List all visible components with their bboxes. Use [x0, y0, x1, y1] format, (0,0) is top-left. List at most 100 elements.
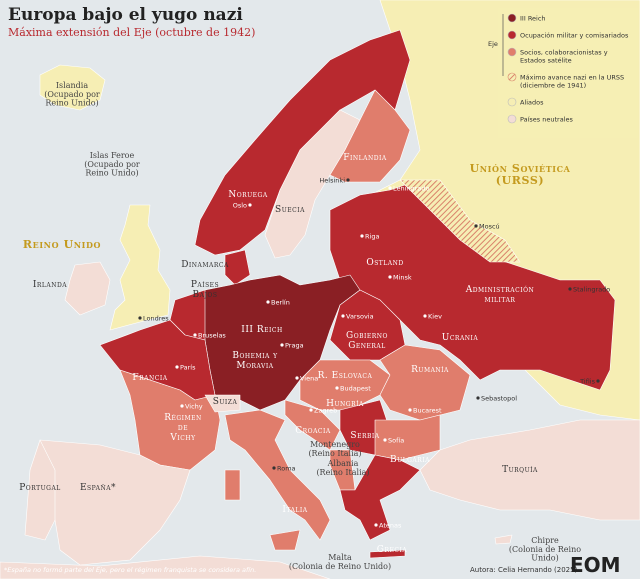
author: Autora: Celia Hernando (2025) [470, 566, 578, 574]
region-label: Administración militar [465, 285, 535, 305]
region-label-line: Serbia [350, 431, 379, 441]
region-label: España* [80, 483, 116, 493]
legend-label: Ocupación militar y comisariados [520, 31, 629, 39]
city-dot [383, 438, 387, 442]
city-dot [309, 408, 313, 412]
region-label-line: Suiza [213, 397, 238, 407]
region-label-line: Rumanía [411, 365, 449, 375]
region-label-line: Hungría [326, 399, 364, 409]
city-label: Helsinki [319, 176, 345, 184]
region-label-line: (Colonia de Reino Unido) [289, 562, 391, 571]
region-label-line: Noruega [228, 190, 268, 200]
city-label: Moscú [479, 222, 500, 230]
region-label: Gobierno General [346, 331, 388, 351]
legend-label: Aliados [520, 98, 544, 106]
city-label: Vichy [185, 402, 203, 410]
subtitle: Máxima extensión del Eje (octubre de 194… [8, 26, 255, 39]
city-dot [193, 333, 197, 337]
region-label-line: Irlanda [33, 280, 67, 290]
region-label-line: (Colonia de Reino [509, 545, 581, 554]
region-label: Malta (Colonia de Reino Unido) [289, 553, 391, 571]
region-label-line: Montenegro [310, 440, 360, 449]
region-label: Finlandia [343, 153, 387, 163]
legend-swatch [507, 30, 517, 40]
region-label-line: Dinamarca [181, 260, 229, 270]
city-dot [346, 178, 350, 182]
region-label: Portugal [19, 483, 61, 493]
region-label: Dinamarca [181, 260, 229, 270]
region-label-line: (Ocupado por [84, 160, 140, 169]
region-label: Italia [282, 505, 307, 515]
legend-label: Máximo avance nazi en la URSS [520, 73, 624, 81]
city-dot [568, 287, 572, 291]
norway [194, 29, 411, 256]
city-dot [474, 224, 478, 228]
region-label: Grecia [377, 545, 408, 555]
city-label: Sofía [388, 436, 404, 444]
region-label: Montenegro (Reino Italia) [308, 440, 361, 458]
region-label-line: Malta [328, 553, 352, 562]
legend-label: (diciembre de 1941) [520, 81, 586, 89]
region-label: Albania (Reino Italia) [316, 459, 369, 477]
city-dot [423, 314, 427, 318]
region-label-line: Unido) [531, 554, 559, 563]
region-label-line: Gobierno [346, 331, 388, 341]
region-label: Noruega [228, 190, 268, 200]
legend-swatch [507, 72, 517, 82]
advance-zone [399, 179, 521, 263]
region-label-line: Ucrania [442, 333, 479, 343]
city-dot [476, 396, 480, 400]
legend-label: III Reich [520, 14, 546, 22]
region-label: Régimen de Vichy [164, 413, 202, 443]
legend-label: Estados satélite [520, 56, 572, 64]
region-label-line: Islandia [56, 81, 88, 90]
city-label: Oslo [233, 201, 247, 209]
legend-label: Socios, colaboracionistas y [520, 48, 608, 56]
legend-swatch [507, 13, 517, 23]
city-dot [280, 343, 284, 347]
region-label-line: Vichy [169, 433, 196, 443]
region-label: Islas Feroe (Ocupado por Reino Unido) [84, 151, 140, 178]
labels: Islandia (Ocupado por Reino Unido) Islas Fe… [19, 81, 610, 571]
city-dots [138, 178, 600, 527]
city-dot [180, 404, 184, 408]
region-label-line: Portugal [19, 483, 61, 493]
region-label-line: Islas Feroe [90, 151, 135, 160]
bulgaria [374, 414, 441, 461]
city-dot [341, 314, 345, 318]
region-label: Reino Unido [23, 238, 101, 251]
logo: EOM [570, 553, 621, 577]
region-label: Islandia (Ocupado por Reino Unido) [44, 81, 100, 108]
turkey [419, 419, 640, 521]
switzerland [204, 394, 241, 413]
city-label: Praga [285, 341, 304, 349]
region-label-line: Albania [327, 459, 359, 468]
city-label: Zagreb [314, 406, 337, 414]
region-label-line: R. Eslovaca [318, 371, 373, 381]
legend: III Reich Ocupación militar y comisariado… [507, 13, 629, 123]
city-dot [388, 275, 392, 279]
legend-label: Países neutrales [520, 115, 574, 123]
city-label: Varsovia [346, 312, 374, 320]
region-label-line: Chipre [531, 536, 559, 545]
region-label-line: Francia [132, 373, 167, 383]
crete [369, 549, 406, 559]
city-label: Sebastopol [481, 394, 517, 402]
region-label: Croacia [295, 426, 331, 436]
city-label: Bruselas [198, 331, 226, 339]
region-label: Hungría [326, 399, 364, 409]
vichy [119, 369, 221, 471]
city-dot [175, 365, 179, 369]
legend-swatch [507, 47, 517, 57]
legend-swatch [507, 97, 517, 107]
city-dot [138, 316, 142, 320]
region-label-line: Grecia [377, 545, 408, 555]
region-label: Francia [132, 373, 167, 383]
ireland [64, 261, 111, 316]
region-label: Serbia [350, 431, 379, 441]
region-label: Ostland [366, 258, 403, 268]
city-dot [335, 386, 339, 390]
portugal [24, 439, 56, 541]
region-label-line: Ostland [366, 258, 403, 268]
